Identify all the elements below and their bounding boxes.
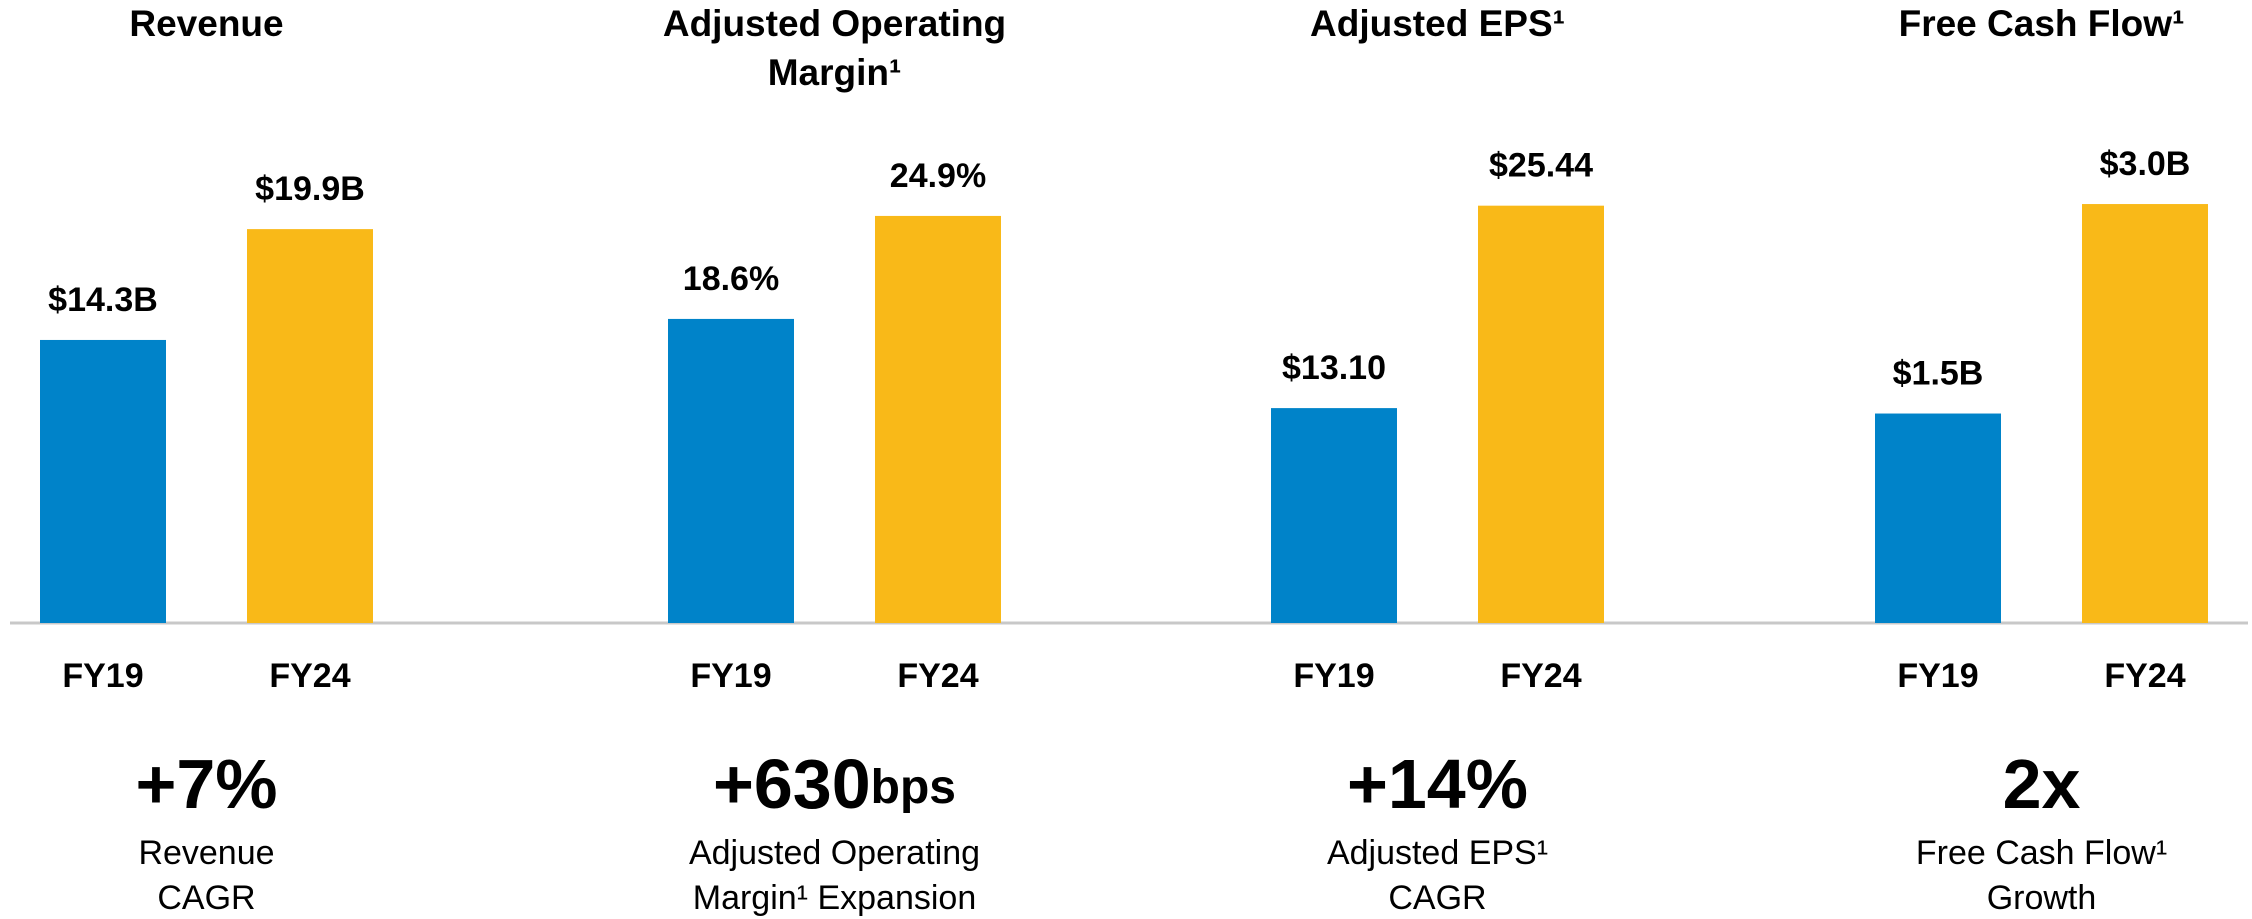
bar <box>1875 413 2001 623</box>
x-tick-label: FY24 <box>1500 657 1581 695</box>
caption: Free Cash Flow¹ <box>1916 834 2167 872</box>
highlight: 2x <box>2003 745 2081 823</box>
x-tick-label: FY24 <box>2104 657 2185 695</box>
caption: CAGR <box>1388 879 1486 917</box>
value-label: $25.44 <box>1489 147 1593 185</box>
value-label: $14.3B <box>48 281 158 319</box>
value-label: 24.9% <box>890 157 986 195</box>
value-label: $13.10 <box>1282 349 1386 387</box>
value-label: $3.0B <box>2100 145 2191 183</box>
highlight: +14% <box>1347 745 1528 823</box>
caption: Revenue <box>138 834 274 872</box>
panel-title: Margin¹ <box>768 52 902 93</box>
bar <box>1478 205 1604 624</box>
highlight-value: +14% <box>1347 745 1528 823</box>
value-label: $19.9B <box>255 170 365 208</box>
bar <box>875 215 1001 623</box>
caption: Adjusted EPS¹ <box>1327 834 1548 872</box>
caption: Growth <box>1987 879 2097 917</box>
value-label: 18.6% <box>683 260 779 298</box>
caption: Adjusted Operating <box>689 834 980 872</box>
bar <box>668 318 794 623</box>
x-tick-label: FY19 <box>690 657 771 695</box>
bar <box>247 229 373 623</box>
panel-title: Adjusted EPS¹ <box>1310 3 1565 44</box>
panel-title: Adjusted Operating <box>663 3 1006 44</box>
highlight: +630bps <box>713 745 956 823</box>
highlight-value: +7% <box>135 745 277 823</box>
caption: CAGR <box>157 879 255 917</box>
panel-title: Free Cash Flow¹ <box>1899 3 2185 44</box>
bar <box>1271 408 1397 623</box>
highlight: +7% <box>135 745 277 823</box>
x-tick-label: FY19 <box>1897 657 1978 695</box>
x-tick-label: FY19 <box>1293 657 1374 695</box>
highlight-value: +630 <box>713 745 871 823</box>
x-tick-label: FY24 <box>897 657 978 695</box>
value-label: $1.5B <box>1893 355 1984 393</box>
bar <box>2082 204 2208 623</box>
x-tick-label: FY19 <box>62 657 143 695</box>
highlight-unit: bps <box>871 761 956 814</box>
bar <box>40 339 166 623</box>
x-tick-label: FY24 <box>269 657 350 695</box>
panel-title: Revenue <box>129 3 283 44</box>
highlight-value: 2x <box>2003 745 2081 823</box>
caption: Margin¹ Expansion <box>693 879 976 917</box>
